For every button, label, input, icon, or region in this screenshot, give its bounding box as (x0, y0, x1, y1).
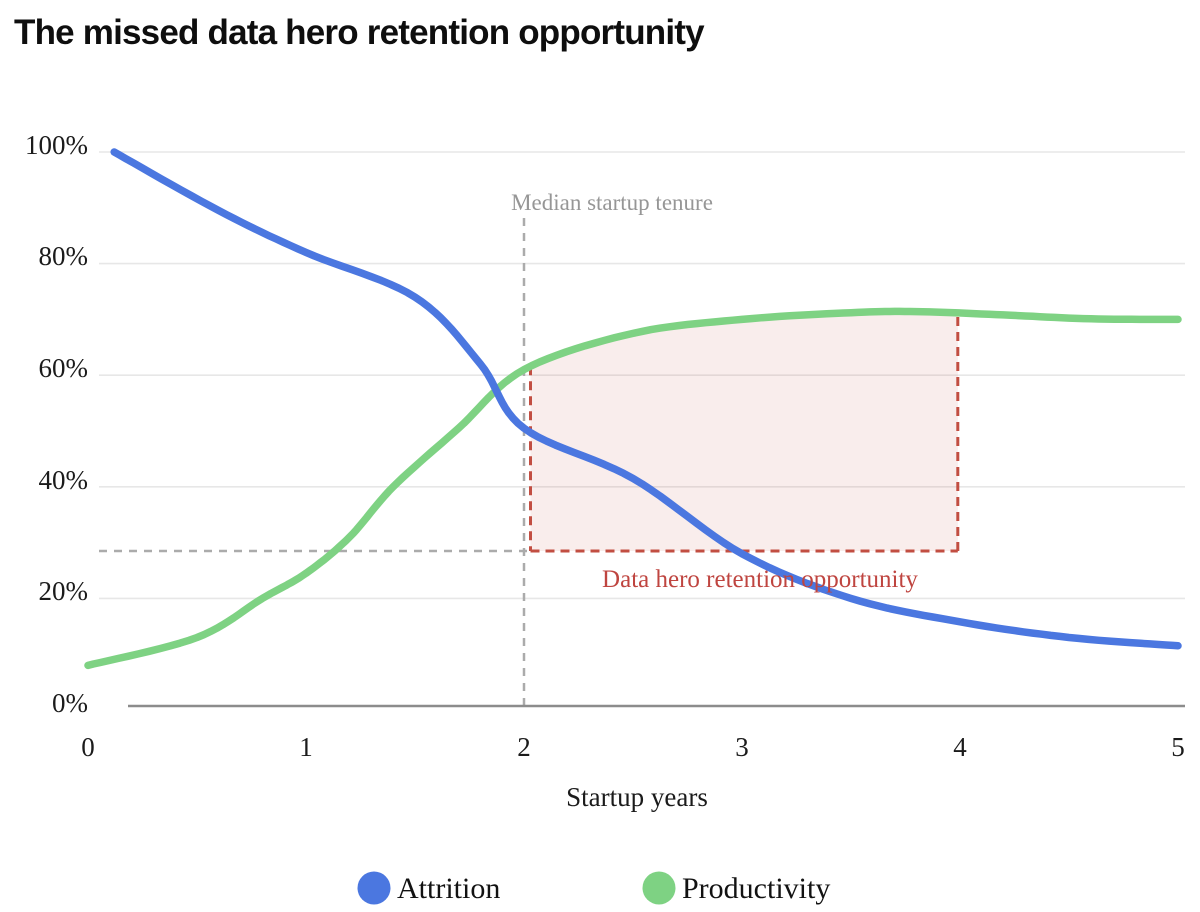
attrition-line (110, 148, 1182, 650)
y-tick-labels: 100% 80% 60% 40% 20% 0% (25, 130, 88, 718)
y-tick-label-60: 60% (39, 353, 89, 383)
productivity-line (84, 307, 1182, 670)
x-tick-label-4: 4 (953, 732, 967, 762)
legend-item-attrition: Attrition (357, 871, 500, 905)
x-tick-label-2: 2 (517, 732, 531, 762)
chart-title: The missed data hero retention opportuni… (14, 13, 705, 52)
y-tick-label-100: 100% (25, 130, 88, 160)
x-axis-title: Startup years (566, 782, 708, 812)
x-tick-label-3: 3 (735, 732, 749, 762)
legend-label-productivity: Productivity (682, 872, 830, 905)
attrition-swatch-icon (357, 871, 391, 905)
y-tick-label-20: 20% (39, 576, 89, 606)
x-tick-labels: 0 1 2 3 4 5 (81, 732, 1185, 762)
y-tick-label-40: 40% (39, 465, 89, 495)
y-tick-label-0: 0% (52, 688, 88, 718)
legend-label-attrition: Attrition (397, 872, 500, 905)
opportunity-region-fill (530, 311, 958, 551)
legend-item-productivity: Productivity (642, 871, 830, 905)
x-tick-label-5: 5 (1171, 732, 1185, 762)
legend: Attrition Productivity (357, 871, 830, 905)
x-tick-label-1: 1 (299, 732, 313, 762)
y-tick-label-80: 80% (39, 241, 89, 271)
opportunity-label: Data hero retention opportunity (602, 566, 918, 593)
median-tenure-label: Median startup tenure (511, 190, 713, 215)
x-tick-label-0: 0 (81, 732, 95, 762)
productivity-swatch-icon (642, 871, 676, 905)
